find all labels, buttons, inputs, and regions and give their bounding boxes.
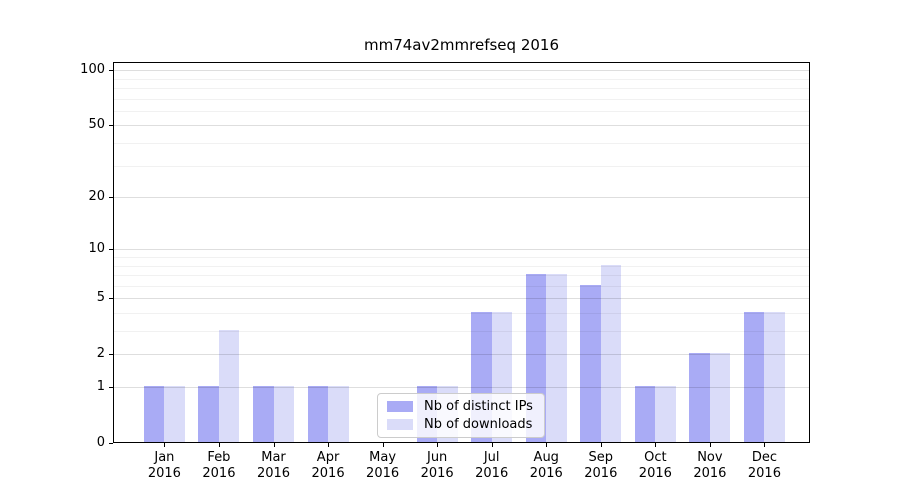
x-tick-label: Oct 2016 — [638, 450, 672, 481]
x-tick-label: May 2016 — [366, 450, 400, 481]
gridline-minor — [114, 88, 809, 90]
bar-downloads-dec — [764, 312, 785, 442]
gridline-minor — [114, 110, 809, 112]
y-tick-label: 10 — [88, 241, 105, 257]
x-tick-mark — [437, 443, 439, 447]
y-tick-mark — [109, 298, 113, 300]
chart-title: mm74av2mmrefseq 2016 — [364, 36, 559, 54]
bar-downloads-aug — [546, 274, 567, 442]
gridline-minor — [114, 98, 809, 100]
y-tick-label: 100 — [80, 62, 105, 78]
gridline-major — [114, 197, 809, 199]
x-tick-label: Sep 2016 — [584, 450, 618, 481]
x-tick-mark — [164, 443, 166, 447]
legend: Nb of distinct IPs Nb of downloads — [377, 393, 545, 438]
bar-ips-jan — [143, 386, 165, 442]
bar-ips-nov — [689, 353, 710, 442]
bar-downloads-sep — [600, 264, 622, 442]
x-tick-label: Aug 2016 — [529, 450, 563, 481]
bar-downloads-jan — [164, 386, 185, 442]
bar-downloads-oct — [655, 386, 676, 442]
gridline-minor — [114, 165, 809, 167]
bar-downloads-apr — [328, 386, 349, 442]
y-tick-mark — [109, 197, 113, 199]
bar-ips-apr — [307, 386, 329, 442]
x-tick-label: Dec 2016 — [747, 450, 781, 481]
gridline-major — [114, 70, 809, 72]
y-tick-label: 20 — [88, 189, 105, 205]
legend-label: Nb of distinct IPs — [424, 399, 533, 414]
y-tick-label: 1 — [96, 379, 105, 394]
x-tick-mark — [273, 443, 275, 447]
x-tick-label: Jun 2016 — [420, 450, 454, 481]
gridline-minor — [114, 285, 809, 287]
x-tick-mark — [328, 443, 330, 447]
x-tick-label: Jan 2016 — [147, 450, 181, 481]
gridline-major — [114, 249, 809, 251]
x-tick-mark — [600, 443, 602, 447]
gridline-minor — [114, 331, 809, 333]
bar-downloads-nov — [709, 353, 731, 442]
x-tick-mark — [218, 443, 220, 447]
legend-row: Nb of distinct IPs — [387, 399, 536, 414]
x-tick-label: Nov 2016 — [693, 450, 727, 481]
y-tick-mark — [109, 249, 113, 251]
x-tick-mark — [764, 443, 766, 447]
y-tick-label: 0 — [96, 435, 105, 450]
gridline-minor — [114, 265, 809, 267]
y-tick-mark — [109, 70, 113, 72]
gridline-minor — [114, 78, 809, 80]
legend-row: Nb of downloads — [387, 417, 536, 432]
y-tick-mark — [109, 354, 113, 356]
legend-swatch-ips — [387, 401, 413, 412]
plot-area — [113, 62, 810, 443]
gridline-major — [114, 125, 809, 127]
legend-label: Nb of downloads — [424, 417, 533, 432]
x-tick-label: Jul 2016 — [475, 450, 509, 481]
y-tick-label: 2 — [96, 346, 105, 362]
x-tick-mark — [382, 443, 384, 447]
legend-swatch-downloads — [387, 419, 413, 430]
x-tick-label: Apr 2016 — [311, 450, 345, 481]
x-tick-label: Feb 2016 — [202, 450, 236, 481]
y-tick-mark — [109, 443, 113, 444]
x-tick-mark — [491, 443, 493, 447]
bar-ips-oct — [634, 386, 656, 442]
gridline-minor — [114, 143, 809, 145]
x-tick-mark — [655, 443, 657, 447]
bar-ips-feb — [198, 386, 219, 442]
bar-ips-mar — [253, 386, 274, 442]
bar-downloads-mar — [273, 386, 294, 442]
gridline-major — [114, 354, 809, 356]
gridline-minor — [114, 312, 809, 314]
x-tick-mark — [546, 443, 548, 447]
x-tick-label: Mar 2016 — [256, 450, 291, 481]
gridline-minor — [114, 257, 809, 258]
gridline-major — [114, 387, 809, 388]
y-tick-mark — [109, 125, 113, 127]
bar-downloads-feb — [218, 330, 240, 442]
gridline-minor — [114, 275, 809, 277]
bar-ips-dec — [743, 312, 765, 442]
gridline-major — [114, 298, 809, 300]
y-tick-mark — [109, 387, 113, 388]
bar-ips-sep — [580, 284, 601, 442]
x-tick-mark — [709, 443, 711, 447]
y-tick-label: 50 — [88, 117, 105, 133]
y-tick-label: 5 — [96, 290, 105, 306]
